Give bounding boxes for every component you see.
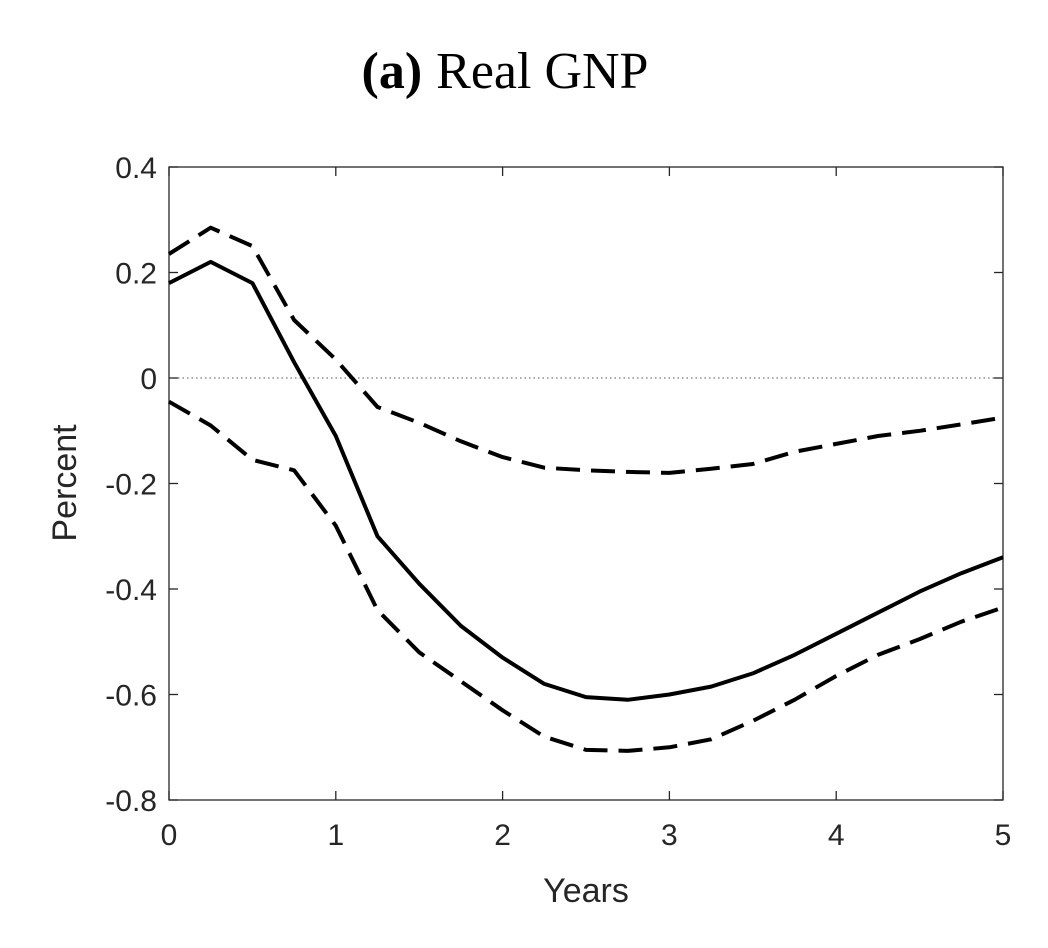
y-tick-label: 0.4 bbox=[115, 152, 157, 185]
y-tick-label: 0 bbox=[140, 363, 157, 396]
chart-title-text: Real GNP bbox=[436, 43, 648, 100]
y-tick-label: -0.4 bbox=[105, 574, 157, 607]
x-tick-label: 0 bbox=[161, 819, 178, 852]
x-tick-label: 1 bbox=[327, 819, 344, 852]
y-tick-label: -0.6 bbox=[105, 680, 157, 713]
axis-ticks: 0 1 2 3 4 5 0.4 0.2 0 -0.2 -0.4 -0.6 -0.8 bbox=[105, 152, 1011, 852]
confidence-band-line bbox=[168, 399, 1004, 753]
series-layer bbox=[167, 225, 1004, 753]
y-tick-label: -0.2 bbox=[105, 469, 157, 502]
x-axis-label: Years bbox=[543, 872, 629, 910]
x-tick-label: 5 bbox=[995, 819, 1012, 852]
y-axis-label: Percent bbox=[46, 424, 84, 542]
confidence-band-line bbox=[167, 225, 1004, 475]
y-tick-label: 0.2 bbox=[115, 258, 157, 291]
plot-area-frame bbox=[168, 166, 1004, 801]
y-tick-label: -0.8 bbox=[105, 785, 157, 818]
chart-title: (a) Real GNP bbox=[362, 43, 649, 100]
x-tick-label: 3 bbox=[661, 819, 678, 852]
chart-title-prefix: (a) bbox=[362, 43, 423, 100]
x-tick-label: 4 bbox=[828, 819, 845, 852]
impulse-response-line bbox=[168, 259, 1004, 702]
x-tick-label: 2 bbox=[494, 819, 511, 852]
